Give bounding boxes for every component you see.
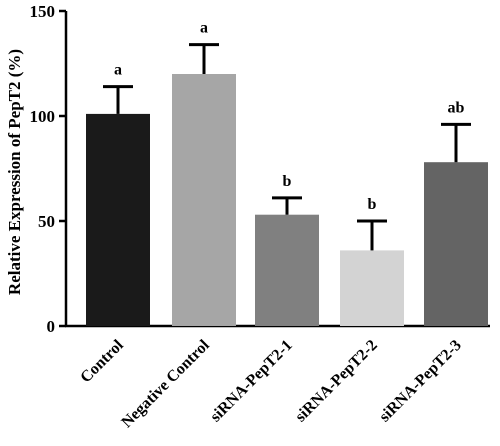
y-tick-label: 50 [38, 212, 55, 231]
y-tick-label: 0 [47, 317, 56, 336]
bar [424, 162, 488, 326]
significance-label: b [283, 173, 292, 190]
x-tick-label: Negative Control [118, 336, 213, 431]
x-tick-label: siRNA-PepT2-1 [207, 337, 296, 426]
significance-label: a [200, 20, 208, 37]
bar [86, 113, 150, 327]
bar [172, 74, 236, 326]
y-tick-label: 150 [30, 2, 56, 21]
plot-area: 0 50 100 150 a Control a Negative Control b siRNA… [30, 2, 490, 431]
x-tick-label: Control [77, 336, 127, 386]
x-tick-label: siRNA-PepT2-3 [376, 337, 465, 426]
significance-label: a [114, 62, 122, 79]
bar [340, 250, 404, 326]
y-tick-label: 100 [30, 107, 56, 126]
y-axis-title: Relative Expression of PepT2 (%) [5, 49, 24, 295]
x-tick-label: siRNA-PepT2-2 [292, 337, 381, 426]
significance-label: b [368, 196, 377, 213]
significance-label: ab [448, 99, 465, 116]
bar [255, 214, 319, 326]
